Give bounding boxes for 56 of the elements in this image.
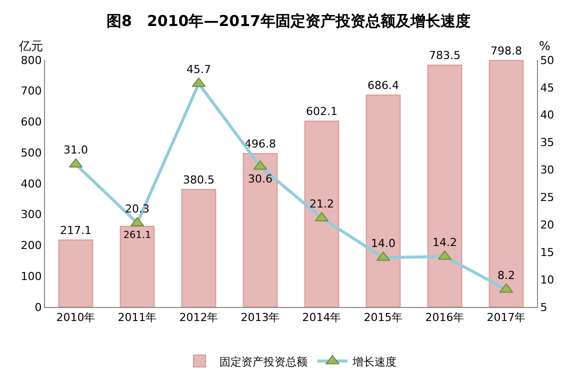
y2-tick-label: 5	[540, 300, 548, 314]
y-tick-label: 300	[20, 208, 42, 222]
data-label: 20.3	[125, 202, 150, 216]
bar	[181, 189, 216, 307]
x-tick-label: 2016年	[425, 311, 464, 324]
data-label: 496.8	[244, 138, 276, 151]
data-label: 21.2	[310, 197, 334, 210]
data-label: 14.0	[371, 236, 396, 250]
data-label: 686.4	[368, 79, 399, 92]
legend-label: 固定资产投资总额	[220, 355, 308, 368]
x-tick-label: 2011年	[118, 311, 157, 324]
data-label: 8.2	[498, 268, 515, 282]
x-tick-label: 2013年	[240, 311, 280, 324]
y2-tick-label: 45	[540, 81, 554, 94]
x-tick-label: 2010年	[56, 311, 96, 324]
bar	[427, 64, 462, 307]
y-tick-label: 0	[34, 300, 42, 314]
y2-tick-label: 40	[540, 108, 554, 122]
bar	[488, 60, 524, 307]
bar	[120, 226, 155, 307]
y2-tick-label: 15	[540, 246, 554, 259]
data-label: 14.2	[432, 236, 457, 249]
legend-label: 增长速度	[352, 355, 396, 368]
y-tick-label: 600	[20, 116, 42, 129]
y2-tick-label: 25	[540, 191, 554, 204]
y2-tick-label: 20	[540, 218, 554, 232]
y-tick-label: 700	[20, 84, 42, 98]
y-tick-label: 400	[20, 177, 42, 190]
y-tick-label: 200	[20, 239, 42, 252]
x-tick-label: 2017年	[486, 311, 526, 324]
bar	[366, 94, 401, 307]
data-label: 783.5	[429, 49, 460, 62]
y2-tick-label: 35	[540, 136, 554, 150]
data-label: 602.1	[306, 105, 338, 118]
y2-tick-label: 30	[540, 164, 554, 177]
data-label: 30.6	[248, 172, 272, 186]
data-label: 380.5	[183, 174, 214, 187]
y-tick-label: 100	[20, 270, 42, 283]
x-tick-label: 2012年	[179, 311, 218, 324]
data-label: 31.0	[64, 144, 88, 157]
data-label: 45.7	[186, 62, 211, 76]
y2-axis-title: %	[539, 39, 550, 53]
y-tick-label: 500	[20, 146, 42, 160]
y2-tick-label: 10	[540, 273, 554, 286]
bar	[242, 153, 278, 307]
bar	[304, 120, 340, 307]
data-label: 798.8	[490, 44, 522, 58]
y2-tick-label: 50	[540, 54, 554, 67]
y-axis-title: 亿元	[18, 39, 43, 53]
data-label: 217.1	[60, 224, 92, 237]
x-tick-label: 2015年	[364, 311, 403, 324]
chart-title: 图8 2010年—2017年固定资产投资总额及增长速度	[106, 12, 470, 30]
y-tick-label: 800	[20, 54, 42, 67]
x-tick-label: 2014年	[302, 311, 342, 324]
bar	[58, 239, 94, 307]
data-label: 261.1	[123, 230, 152, 242]
